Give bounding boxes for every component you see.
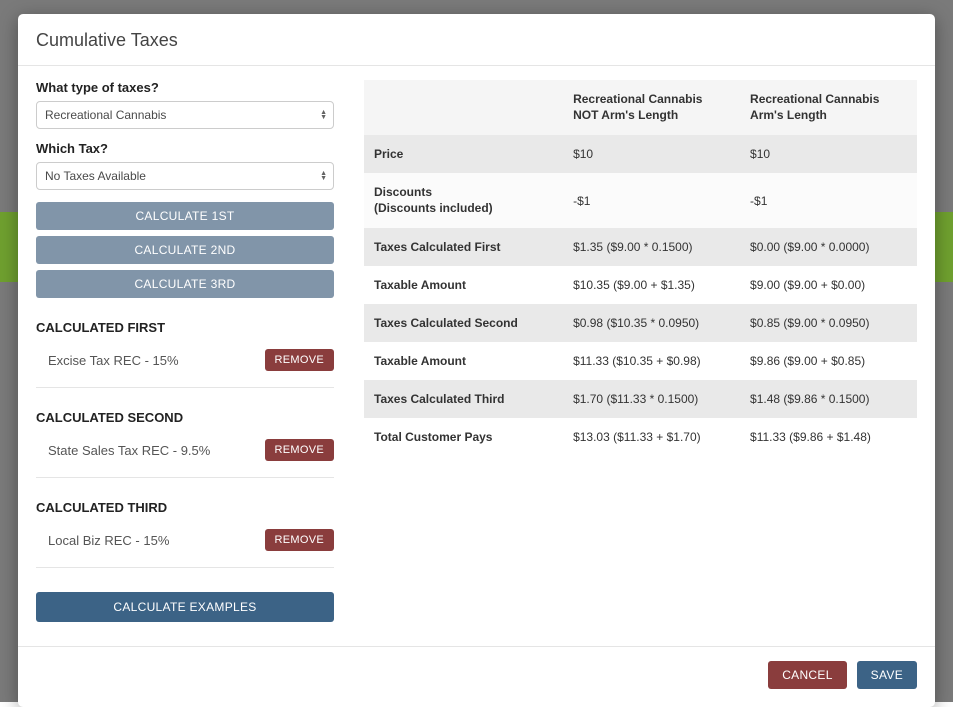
row-val-1: $10 xyxy=(563,135,740,173)
table-header-not-arms: Recreational Cannabis NOT Arm's Length xyxy=(563,80,740,135)
cancel-button[interactable]: CANCEL xyxy=(768,661,846,689)
row-val-2: $0.85 ($9.00 * 0.0950) xyxy=(740,304,917,342)
row-label: Taxes Calculated Second xyxy=(364,304,563,342)
row-val-1: $1.35 ($9.00 * 0.1500) xyxy=(563,228,740,266)
save-button[interactable]: SAVE xyxy=(857,661,917,689)
row-label: Discounts (Discounts included) xyxy=(364,173,563,228)
table-header-empty xyxy=(364,80,563,135)
row-label: Total Customer Pays xyxy=(364,418,563,456)
examples-column: Recreational Cannabis NOT Arm's Length R… xyxy=(364,80,917,628)
table-row: Taxes Calculated First $1.35 ($9.00 * 0.… xyxy=(364,228,917,266)
calculated-third-item: Local Biz REC - 15% xyxy=(36,533,169,548)
which-tax-label: Which Tax? xyxy=(36,141,334,156)
row-val-2: $1.48 ($9.86 * 0.1500) xyxy=(740,380,917,418)
table-row: Taxes Calculated Second $0.98 ($10.35 * … xyxy=(364,304,917,342)
row-label: Taxable Amount xyxy=(364,342,563,380)
calculate-examples-button[interactable]: CALCULATE EXAMPLES xyxy=(36,592,334,622)
modal-body: What type of taxes? Recreational Cannabi… xyxy=(18,66,935,647)
tax-type-select[interactable]: Recreational Cannabis ▲▼ xyxy=(36,101,334,129)
which-tax-select[interactable]: No Taxes Available ▲▼ xyxy=(36,162,334,190)
calculated-first-item: Excise Tax REC - 15% xyxy=(36,353,179,368)
tax-type-value: Recreational Cannabis xyxy=(45,108,166,122)
controls-column: What type of taxes? Recreational Cannabi… xyxy=(36,80,334,628)
calculated-third-header: CALCULATED THIRD xyxy=(36,500,334,515)
table-row: Total Customer Pays $13.03 ($11.33 + $1.… xyxy=(364,418,917,456)
row-val-1: $10.35 ($9.00 + $1.35) xyxy=(563,266,740,304)
cumulative-taxes-modal: Cumulative Taxes What type of taxes? Rec… xyxy=(18,14,935,707)
row-label: Taxable Amount xyxy=(364,266,563,304)
table-row: Discounts (Discounts included) -$1 -$1 xyxy=(364,173,917,228)
table-header-arms: Recreational Cannabis Arm's Length xyxy=(740,80,917,135)
row-val-2: $0.00 ($9.00 * 0.0000) xyxy=(740,228,917,266)
calculate-1st-button[interactable]: CALCULATE 1ST xyxy=(36,202,334,230)
row-val-2: $10 xyxy=(740,135,917,173)
row-val-1: $0.98 ($10.35 * 0.0950) xyxy=(563,304,740,342)
remove-third-button[interactable]: REMOVE xyxy=(265,529,334,551)
calculate-2nd-button[interactable]: CALCULATE 2ND xyxy=(36,236,334,264)
modal-title: Cumulative Taxes xyxy=(36,30,917,51)
row-val-1: -$1 xyxy=(563,173,740,228)
calculated-first-row: Excise Tax REC - 15% REMOVE xyxy=(36,345,334,377)
calculate-3rd-button[interactable]: CALCULATE 3RD xyxy=(36,270,334,298)
row-val-1: $11.33 ($10.35 + $0.98) xyxy=(563,342,740,380)
calculated-third-row: Local Biz REC - 15% REMOVE xyxy=(36,525,334,557)
remove-first-button[interactable]: REMOVE xyxy=(265,349,334,371)
modal-header: Cumulative Taxes xyxy=(18,14,935,66)
chevron-updown-icon: ▲▼ xyxy=(320,171,327,181)
row-val-2: $9.00 ($9.00 + $0.00) xyxy=(740,266,917,304)
remove-second-button[interactable]: REMOVE xyxy=(265,439,334,461)
table-row: Taxes Calculated Third $1.70 ($11.33 * 0… xyxy=(364,380,917,418)
table-row: Price $10 $10 xyxy=(364,135,917,173)
row-val-2: -$1 xyxy=(740,173,917,228)
row-val-2: $9.86 ($9.00 + $0.85) xyxy=(740,342,917,380)
tax-examples-table: Recreational Cannabis NOT Arm's Length R… xyxy=(364,80,917,456)
modal-footer: CANCEL SAVE xyxy=(18,647,935,707)
calculated-second-row: State Sales Tax REC - 9.5% REMOVE xyxy=(36,435,334,467)
divider xyxy=(36,477,334,478)
which-tax-value: No Taxes Available xyxy=(45,169,146,183)
calculated-first-header: CALCULATED FIRST xyxy=(36,320,334,335)
tax-type-label: What type of taxes? xyxy=(36,80,334,95)
examples-wrap: CALCULATE EXAMPLES xyxy=(36,592,334,622)
row-val-2: $11.33 ($9.86 + $1.48) xyxy=(740,418,917,456)
row-val-1: $1.70 ($11.33 * 0.1500) xyxy=(563,380,740,418)
calculated-second-header: CALCULATED SECOND xyxy=(36,410,334,425)
table-row: Taxable Amount $11.33 ($10.35 + $0.98) $… xyxy=(364,342,917,380)
row-label: Price xyxy=(364,135,563,173)
row-val-1: $13.03 ($11.33 + $1.70) xyxy=(563,418,740,456)
chevron-updown-icon: ▲▼ xyxy=(320,110,327,120)
table-row: Taxable Amount $10.35 ($9.00 + $1.35) $9… xyxy=(364,266,917,304)
divider xyxy=(36,387,334,388)
row-label: Taxes Calculated First xyxy=(364,228,563,266)
calculated-second-item: State Sales Tax REC - 9.5% xyxy=(36,443,210,458)
divider xyxy=(36,567,334,568)
row-label: Taxes Calculated Third xyxy=(364,380,563,418)
